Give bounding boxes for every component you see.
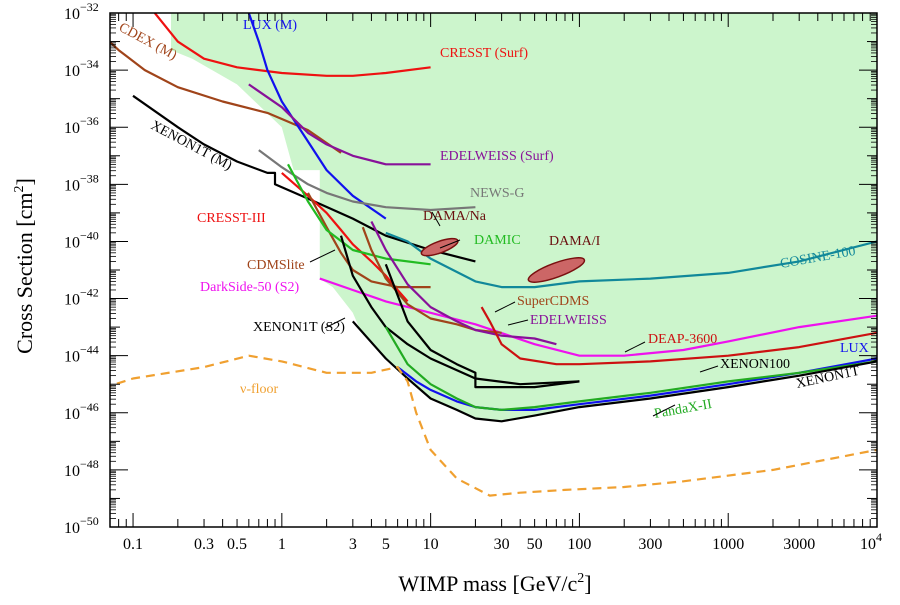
- x-tick-label: 0.5: [227, 536, 247, 553]
- x-axis-label: WIMP mass [GeV/c2]: [398, 571, 591, 596]
- curve-xenon1t: [351, 320, 877, 423]
- label-leader: [699, 365, 719, 373]
- curve-label: DarkSide-50 (S2): [200, 280, 299, 295]
- y-tick-label: 10−48: [64, 457, 99, 480]
- curve-news-g: [258, 149, 476, 212]
- curve-label: CDMSlite: [247, 258, 305, 273]
- excluded-region-fill: [171, 13, 877, 422]
- x-tick-label: 5: [382, 536, 390, 553]
- label-leader: [324, 317, 346, 329]
- label-leader: [507, 319, 529, 326]
- label-leader: [439, 239, 461, 249]
- curve-cresst-surf-: [153, 13, 431, 77]
- x-tick-label: 300: [638, 536, 662, 553]
- curve-label: EDELWEISS: [530, 313, 607, 328]
- label-leader: [652, 404, 676, 417]
- curve-damic: [287, 163, 431, 266]
- curve-label: XENON1T (M): [148, 118, 234, 173]
- x-tick-label: 1000: [712, 536, 744, 553]
- curve-label: NEWS-G: [470, 186, 524, 201]
- y-axis-label: Cross Section [cm2]: [12, 178, 37, 354]
- label-leader: [494, 301, 516, 313]
- curve-label: DAMIC: [474, 233, 521, 248]
- curve-lux: [396, 357, 877, 411]
- x-tick-label: 30: [494, 536, 510, 553]
- label-leader: [624, 341, 646, 353]
- x-tick-label: 10: [423, 536, 439, 553]
- y-tick-label: 10−36: [64, 114, 99, 137]
- axis-ticks: 0.1 0.3 0.5 1 3 5 10 30 50 100 300 1000 3000 104 10−32…: [64, 0, 882, 553]
- curve-edelweiss: [370, 221, 557, 346]
- curve-deap-3600: [480, 306, 877, 366]
- x-tick-label: 0.3: [194, 536, 214, 553]
- curve-label: ν-floor: [240, 382, 279, 397]
- y-tick-label: 10−46: [64, 400, 99, 423]
- curve-xenon100: [384, 263, 580, 389]
- region-dama-i: [527, 257, 586, 283]
- label-leader: [431, 211, 441, 227]
- curve-label: EDELWEISS (Surf): [440, 149, 554, 164]
- y-tick-label: 10−32: [64, 0, 99, 23]
- curve-xenon1t-m-: [132, 94, 476, 263]
- y-tick-label: 10−34: [64, 57, 99, 80]
- x-tick-label: 100: [567, 536, 591, 553]
- label-leader: [309, 249, 336, 263]
- curve-label: PandaX-II: [653, 397, 713, 422]
- curve-cdmslite: [307, 192, 431, 289]
- region-label: DAMA/I: [549, 234, 601, 249]
- x-tick-label: 50: [527, 536, 543, 553]
- curve-darkside-50-s2-: [319, 277, 877, 357]
- curve-label: LUX: [840, 341, 869, 356]
- curve-label: LUX (M): [243, 18, 297, 33]
- x-tick-label: 0.1: [123, 536, 143, 553]
- x-tick-label: 3: [349, 536, 357, 553]
- curve-label: CRESST-III: [197, 211, 266, 226]
- y-tick-label: 10−40: [64, 228, 99, 251]
- curve-label: CRESST (Surf): [440, 46, 528, 61]
- curve-label: DEAP-3600: [648, 332, 717, 347]
- y-tick-label: 10−42: [64, 286, 99, 309]
- x-tick-label: 1: [278, 536, 286, 553]
- curve-pandax-ii: [384, 326, 877, 411]
- curve-label: CDEX (M): [116, 20, 179, 63]
- curve-label: XENON1T (S2): [253, 320, 345, 335]
- y-tick-label: 10−44: [64, 343, 99, 366]
- excluded-region: [171, 13, 877, 422]
- x-tick-label-last: 104: [860, 530, 882, 553]
- curve-label: XENON100: [720, 357, 790, 372]
- curve-label: SuperCDMS: [517, 294, 589, 309]
- y-tick-label: 10−38: [64, 171, 99, 194]
- curve--floor: [110, 354, 877, 497]
- region-label: DAMA/Na: [423, 209, 487, 224]
- y-tick-label: 10−50: [64, 514, 99, 537]
- x-tick-label: 3000: [783, 536, 815, 553]
- curve-xenon1t-s2-: [339, 235, 580, 386]
- curve-edelweiss-surf-: [248, 83, 431, 166]
